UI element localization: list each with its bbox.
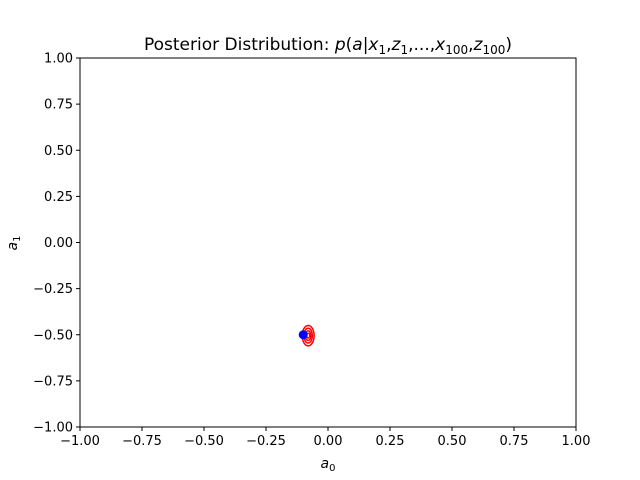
x-axis-label: a0 <box>321 456 336 474</box>
true-parameter-point <box>298 330 308 340</box>
y-axis-label: a1 <box>5 236 23 251</box>
y-tick-label: 0.00 <box>44 236 73 251</box>
y-tick-label: 0.75 <box>44 98 73 113</box>
y-tick-label: 0.25 <box>44 190 73 205</box>
y-tick-label: −0.50 <box>33 328 73 343</box>
y-axis-ticks: −1.00 −0.75 −0.50 −0.25 0.00 0.25 0.50 0.75 1.00 <box>33 52 80 436</box>
plot-frame <box>79 57 577 428</box>
x-tick-label: 0.25 <box>376 434 405 449</box>
x-tick-label: −1.00 <box>60 434 100 449</box>
y-tick-label: 1.00 <box>44 52 73 67</box>
x-tick-label: 0.75 <box>500 434 529 449</box>
x-tick-label: 1.00 <box>562 434 591 449</box>
y-tick-label: −0.25 <box>33 282 73 297</box>
y-tick-label: 0.50 <box>44 144 73 159</box>
chart-title: Posterior Distribution: p(a|x1,z1,...,x1… <box>144 35 512 57</box>
x-tick-label: −0.75 <box>122 434 162 449</box>
true-parameter-marker-group <box>298 330 308 340</box>
x-tick-label: −0.50 <box>184 434 224 449</box>
x-tick-label: −0.25 <box>246 434 286 449</box>
x-tick-label: 0.00 <box>314 434 343 449</box>
y-tick-label: −0.75 <box>33 374 73 389</box>
y-tick-label: −1.00 <box>33 421 73 436</box>
x-axis-ticks: −1.00 −0.75 −0.50 −0.25 0.00 0.25 0.50 0.75 1.00 <box>60 427 590 449</box>
x-tick-label: 0.50 <box>438 434 467 449</box>
